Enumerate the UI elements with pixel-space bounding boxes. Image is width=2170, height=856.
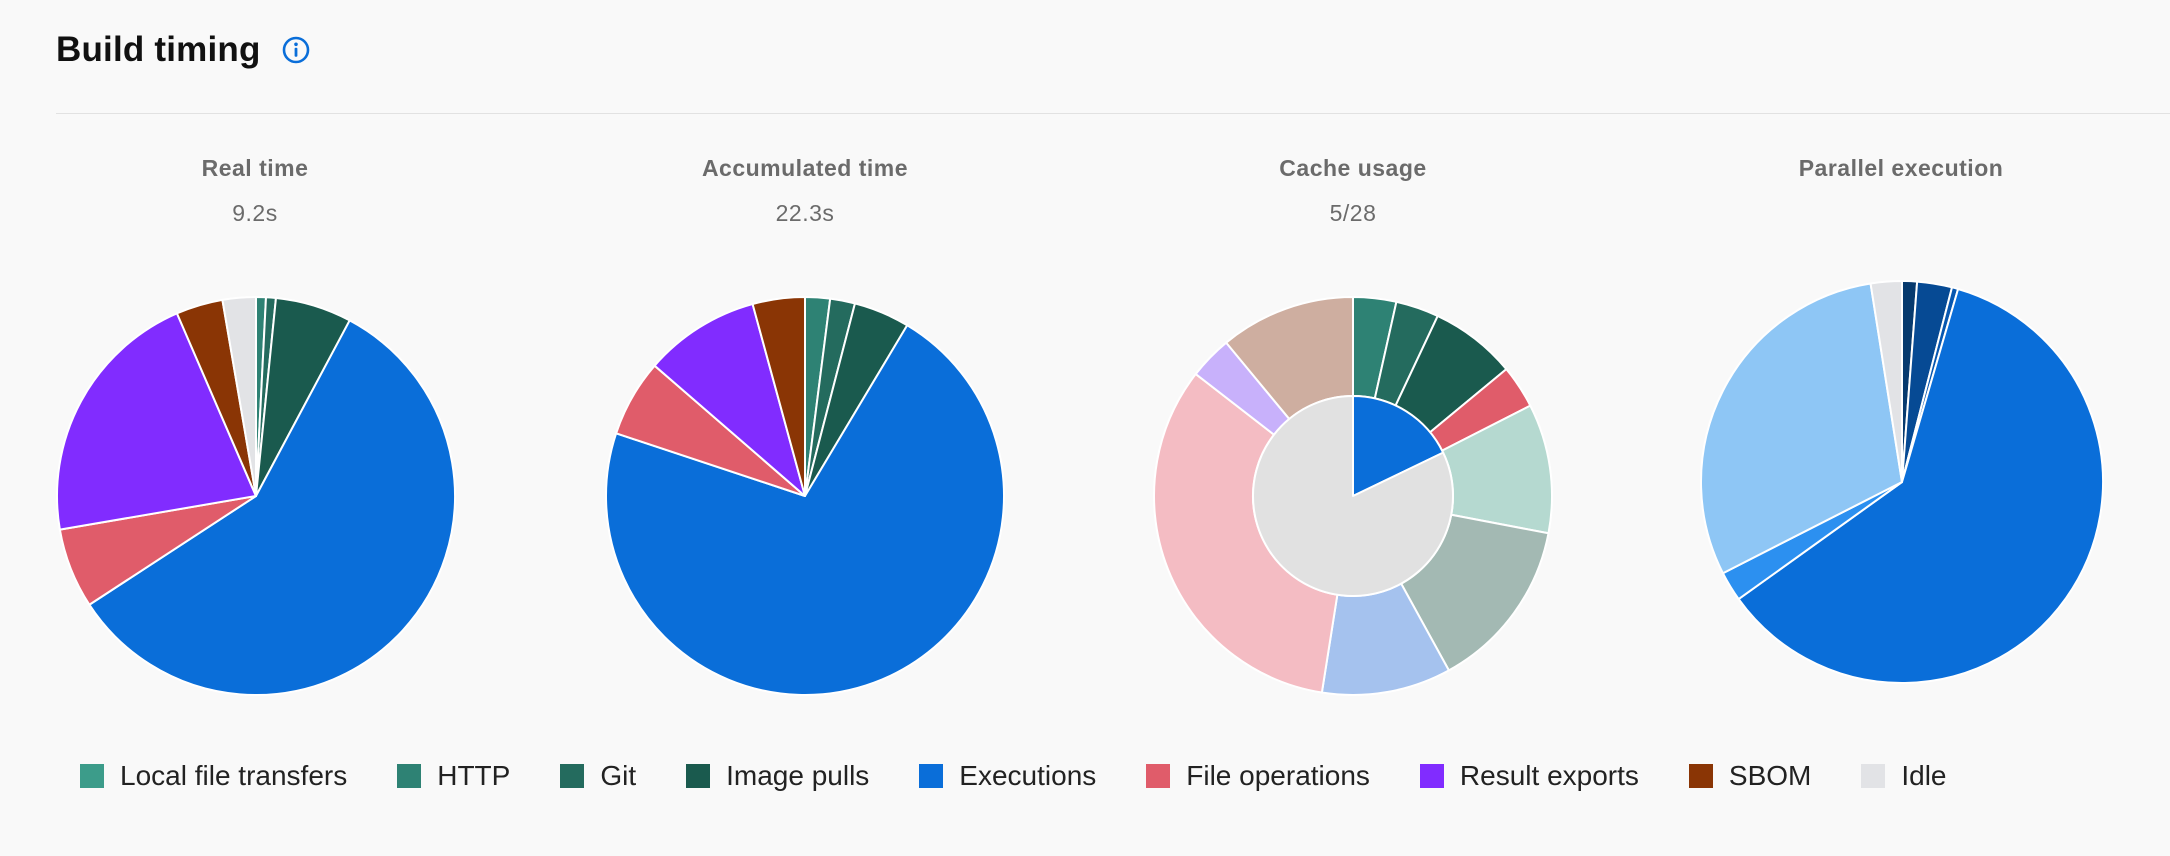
real-time-pie-slice-exec[interactable] <box>88 319 456 696</box>
parallel-execution-title: Parallel execution <box>1798 155 2004 181</box>
legend-swatch <box>1146 764 1171 788</box>
legend-label: Local file transfers <box>120 760 348 791</box>
real-time-pie-slice-export[interactable] <box>56 312 257 531</box>
legend-item-git[interactable]: Git <box>560 760 636 792</box>
parallel-execution-pie <box>1700 280 2104 684</box>
real-time-value: 9.2s <box>232 200 278 226</box>
legend-swatch <box>1419 764 1444 788</box>
accumulated-time-value: 22.3s <box>775 200 835 226</box>
legend-label: Git <box>600 760 637 791</box>
parallel-execution-pie-slice-5[interactable] <box>1700 282 1903 575</box>
legend-swatch <box>686 764 711 788</box>
legend-label: Idle <box>1901 760 1947 791</box>
accumulated-time-pie-slice-exec[interactable] <box>605 324 1005 696</box>
real-time-pie <box>56 296 456 696</box>
legend-item-http[interactable]: HTTP <box>397 760 510 792</box>
legend-item-fileops[interactable]: File operations <box>1146 760 1370 792</box>
legend-label: File operations <box>1186 760 1370 791</box>
legend-label: Image pulls <box>726 760 870 791</box>
cache-usage-value: 5/28 <box>1329 200 1377 226</box>
accumulated-time-pie-slice-sbom[interactable] <box>751 296 806 497</box>
real-time-title: Real time <box>201 155 309 181</box>
cache-usage-panel: Cache usage 5/28 <box>1103 150 1603 228</box>
legend-label: Result exports <box>1459 760 1639 791</box>
legend-item-exec[interactable]: Executions <box>919 760 1096 792</box>
legend-label: HTTP <box>437 760 511 791</box>
accumulated-time-title: Accumulated time <box>701 155 909 181</box>
accumulated-time-panel: Accumulated time 22.3s <box>555 150 1055 228</box>
info-circle-icon[interactable] <box>281 35 311 65</box>
real-time-panel: Real time 9.2s <box>5 150 505 228</box>
page-title: Build timing <box>56 30 261 69</box>
legend-item-local[interactable]: Local file transfers <box>80 760 347 792</box>
parallel-execution-pie-slice-6[interactable] <box>1869 280 1903 483</box>
legend-item-sbom[interactable]: SBOM <box>1688 760 1812 792</box>
legend-swatch <box>397 764 422 788</box>
parallel-execution-pie-slice-3[interactable] <box>1737 287 2104 684</box>
cache-usage-title: Cache usage <box>1279 155 1427 181</box>
legend-label: SBOM <box>1728 760 1812 791</box>
legend-item-image[interactable]: Image pulls <box>686 760 869 792</box>
legend-item-idle[interactable]: Idle <box>1861 760 1947 792</box>
parallel-execution-value <box>1651 198 2151 228</box>
legend-swatch <box>919 764 944 788</box>
cache-usage-donut-inner-slice-cached[interactable] <box>1352 395 1445 497</box>
accumulated-time-pie-slice-export[interactable] <box>653 303 806 497</box>
legend-label: Executions <box>959 760 1097 791</box>
header: Build timing <box>56 22 311 78</box>
legend: Local file transfers HTTP Git Image pulls Ex… <box>80 756 1997 796</box>
accumulated-time-pie <box>605 296 1005 696</box>
legend-item-export[interactable]: Result exports <box>1419 760 1639 792</box>
legend-swatch <box>1688 764 1713 788</box>
legend-swatch <box>1861 764 1886 788</box>
real-time-pie-slice-idle[interactable] <box>221 296 257 497</box>
cache-usage-donut <box>1153 296 1553 696</box>
cache-usage-donut-inner-slice-not cached[interactable] <box>1252 395 1454 597</box>
header-divider <box>56 113 2170 114</box>
legend-swatch <box>560 764 585 788</box>
parallel-execution-panel: Parallel execution <box>1651 150 2151 228</box>
legend-swatch <box>80 764 104 788</box>
